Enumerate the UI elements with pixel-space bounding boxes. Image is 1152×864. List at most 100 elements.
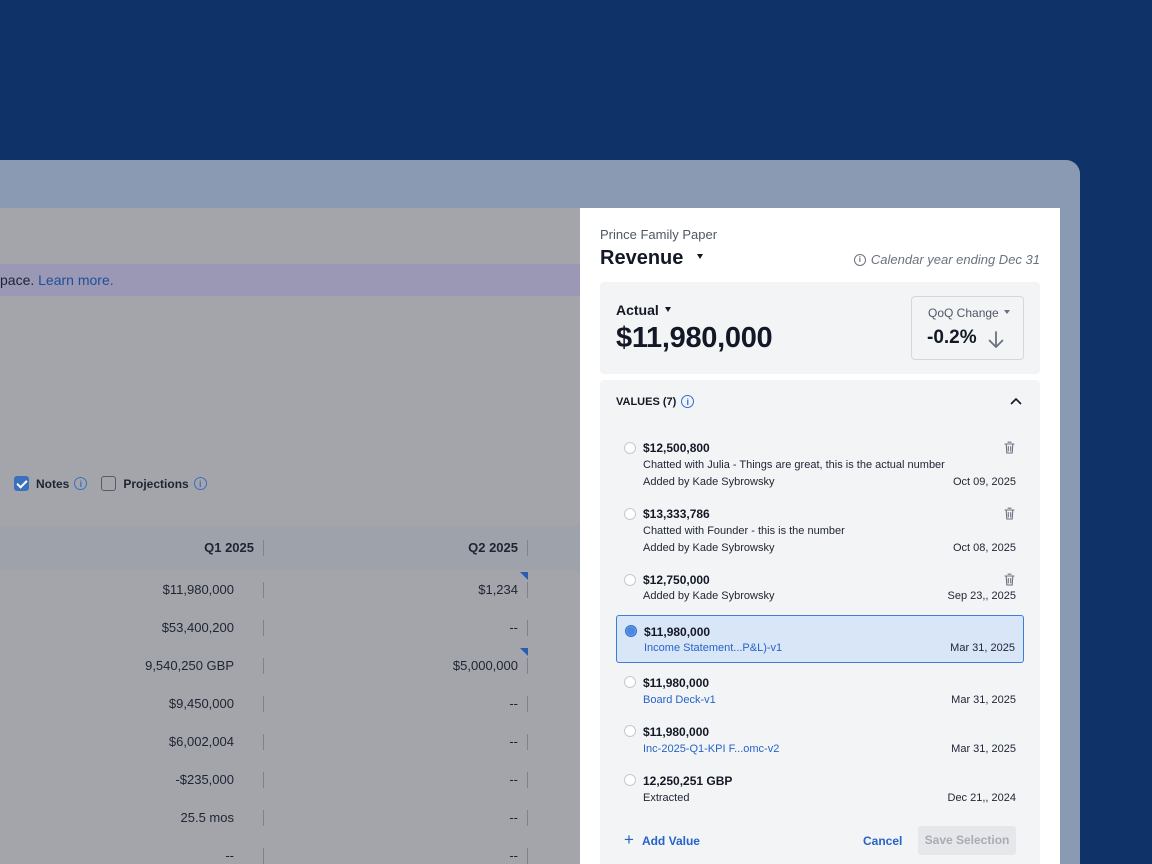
- note-flag-icon[interactable]: [520, 572, 528, 580]
- column-divider: [263, 540, 264, 556]
- actual-dropdown[interactable]: Actual: [616, 302, 671, 318]
- view-options: Notes i Projections i: [14, 476, 221, 491]
- column-header-q2[interactable]: Q2 2025: [468, 540, 518, 555]
- caret-down-icon[interactable]: [697, 254, 703, 259]
- table-cell[interactable]: -$235,000: [175, 772, 234, 787]
- projections-option[interactable]: Projections i: [101, 476, 207, 491]
- value-radio[interactable]: [625, 625, 637, 637]
- cancel-button[interactable]: Cancel: [863, 834, 903, 848]
- value-author: Added by Kade Sybrowsky: [643, 476, 775, 488]
- qoq-label: QoQ Change: [928, 306, 999, 320]
- save-selection-button[interactable]: Save Selection: [918, 826, 1016, 855]
- table-header: Q1 2025 Q2 2025: [0, 526, 580, 570]
- value-item[interactable]: $12,750,000 Added by Kade Sybrowsky Sep …: [616, 566, 1024, 608]
- value-amount: $13,333,786: [643, 507, 710, 521]
- value-radio[interactable]: [624, 774, 636, 786]
- actual-value: $11,980,000: [616, 322, 773, 354]
- arrow-down-icon: [988, 331, 1004, 348]
- add-value-label: Add Value: [641, 834, 700, 848]
- info-icon[interactable]: i: [193, 477, 207, 490]
- table-cell[interactable]: $5,000,000: [452, 658, 518, 673]
- column-divider: [263, 620, 264, 636]
- info-icon[interactable]: i: [74, 477, 88, 490]
- table-cell[interactable]: 9,540,250 GBP: [145, 658, 234, 673]
- table-cell[interactable]: --: [509, 620, 518, 635]
- column-divider: [527, 734, 528, 750]
- qoq-change-box: QoQ Change -0.2%: [911, 296, 1024, 360]
- value-amount: $12,750,000: [643, 573, 710, 587]
- table-cell[interactable]: --: [509, 810, 518, 825]
- trash-icon[interactable]: [1004, 441, 1015, 454]
- value-amount: 12,250,251 GBP: [643, 774, 733, 788]
- note-flag-icon[interactable]: [520, 648, 528, 656]
- notes-option[interactable]: Notes i: [14, 476, 88, 491]
- calendar-note-text: Calendar year ending Dec 31: [870, 252, 1040, 267]
- metric-detail-panel: Prince Family Paper Revenue i Calendar y…: [580, 208, 1060, 864]
- chevron-up-icon[interactable]: [1010, 396, 1022, 406]
- trash-icon[interactable]: [1004, 507, 1015, 520]
- table-cell[interactable]: --: [509, 848, 518, 863]
- value-radio[interactable]: [624, 676, 636, 688]
- column-header-q1[interactable]: Q1 2025: [204, 540, 254, 555]
- table-cell[interactable]: $53,400,200: [161, 620, 234, 635]
- table-cell[interactable]: --: [509, 734, 518, 749]
- table-cell[interactable]: $9,450,000: [168, 696, 234, 711]
- values-header: VALUES (7) i: [616, 395, 695, 408]
- projections-label: Projections: [123, 476, 189, 491]
- add-value-button[interactable]: + Add Value: [624, 826, 700, 856]
- banner-text: pace.: [0, 272, 35, 288]
- value-item-selected[interactable]: $11,980,000 Income Statement...P&L)-v1 M…: [616, 615, 1024, 663]
- value-date: Mar 31, 2025: [951, 743, 1016, 755]
- value-item[interactable]: $11,980,000 Board Deck-v1 Mar 31, 2025: [616, 676, 1024, 716]
- value-item[interactable]: $12,500,800 Chatted with Julia - Things …: [616, 434, 1024, 492]
- column-divider: [263, 734, 264, 750]
- value-amount: $11,980,000: [644, 625, 711, 639]
- table-cell[interactable]: $6,002,004: [168, 734, 234, 749]
- value-date: Oct 09, 2025: [953, 476, 1016, 488]
- column-divider: [527, 772, 528, 788]
- value-date: Mar 31, 2025: [951, 694, 1016, 706]
- column-divider: [527, 848, 528, 864]
- value-radio[interactable]: [624, 442, 636, 454]
- column-divider: [263, 772, 264, 788]
- projections-checkbox[interactable]: [101, 476, 117, 491]
- value-date: Sep 23,, 2025: [947, 590, 1016, 602]
- trash-icon[interactable]: [1004, 573, 1015, 586]
- column-divider: [263, 582, 264, 598]
- column-divider: [263, 848, 264, 864]
- actual-label: Actual: [616, 302, 659, 318]
- value-amount: $11,980,000: [643, 676, 710, 690]
- value-source-link[interactable]: Board Deck-v1: [643, 694, 716, 706]
- value-radio[interactable]: [624, 725, 636, 737]
- column-divider: [527, 696, 528, 712]
- value-date: Dec 21,, 2024: [947, 792, 1017, 804]
- value-source-link[interactable]: Income Statement...P&L)-v1: [644, 642, 783, 654]
- table-cell[interactable]: 25.5 mos: [180, 810, 234, 825]
- learn-more-link[interactable]: Learn more.: [38, 272, 114, 288]
- qoq-dropdown[interactable]: QoQ Change: [928, 306, 1010, 320]
- metric-selector[interactable]: Revenue: [600, 247, 684, 269]
- value-item[interactable]: $13,333,786 Chatted with Founder - this …: [616, 500, 1024, 558]
- value-item[interactable]: 12,250,251 GBP Extracted Dec 21,, 2024: [616, 774, 1024, 814]
- values-footer: + Add Value Cancel Save Selection: [616, 826, 1024, 856]
- plus-icon: +: [624, 830, 634, 849]
- caret-down-icon: [664, 306, 671, 312]
- table-cell[interactable]: --: [509, 696, 518, 711]
- value-item[interactable]: $11,980,000 Inc-2025-Q1-KPI F...omc-v2 M…: [616, 725, 1024, 765]
- value-radio[interactable]: [624, 508, 636, 520]
- info-icon: i: [853, 253, 866, 266]
- table-cell[interactable]: --: [225, 848, 234, 863]
- value-source-link[interactable]: Inc-2025-Q1-KPI F...omc-v2: [643, 743, 780, 755]
- caret-down-icon: [1003, 309, 1010, 314]
- company-name: Prince Family Paper: [600, 227, 718, 242]
- table-cell[interactable]: $1,234: [478, 582, 518, 597]
- value-note: Chatted with Julia - Things are great, t…: [643, 459, 945, 471]
- column-divider: [527, 620, 528, 636]
- values-section: VALUES (7) i $12,500,800 Chatted with Ju…: [600, 380, 1040, 864]
- table-cell[interactable]: $11,980,000: [162, 582, 234, 597]
- notes-checkbox[interactable]: [14, 476, 29, 491]
- column-divider: [527, 582, 528, 598]
- table-cell[interactable]: --: [509, 772, 518, 787]
- value-radio[interactable]: [624, 574, 636, 586]
- info-icon[interactable]: i: [681, 395, 695, 408]
